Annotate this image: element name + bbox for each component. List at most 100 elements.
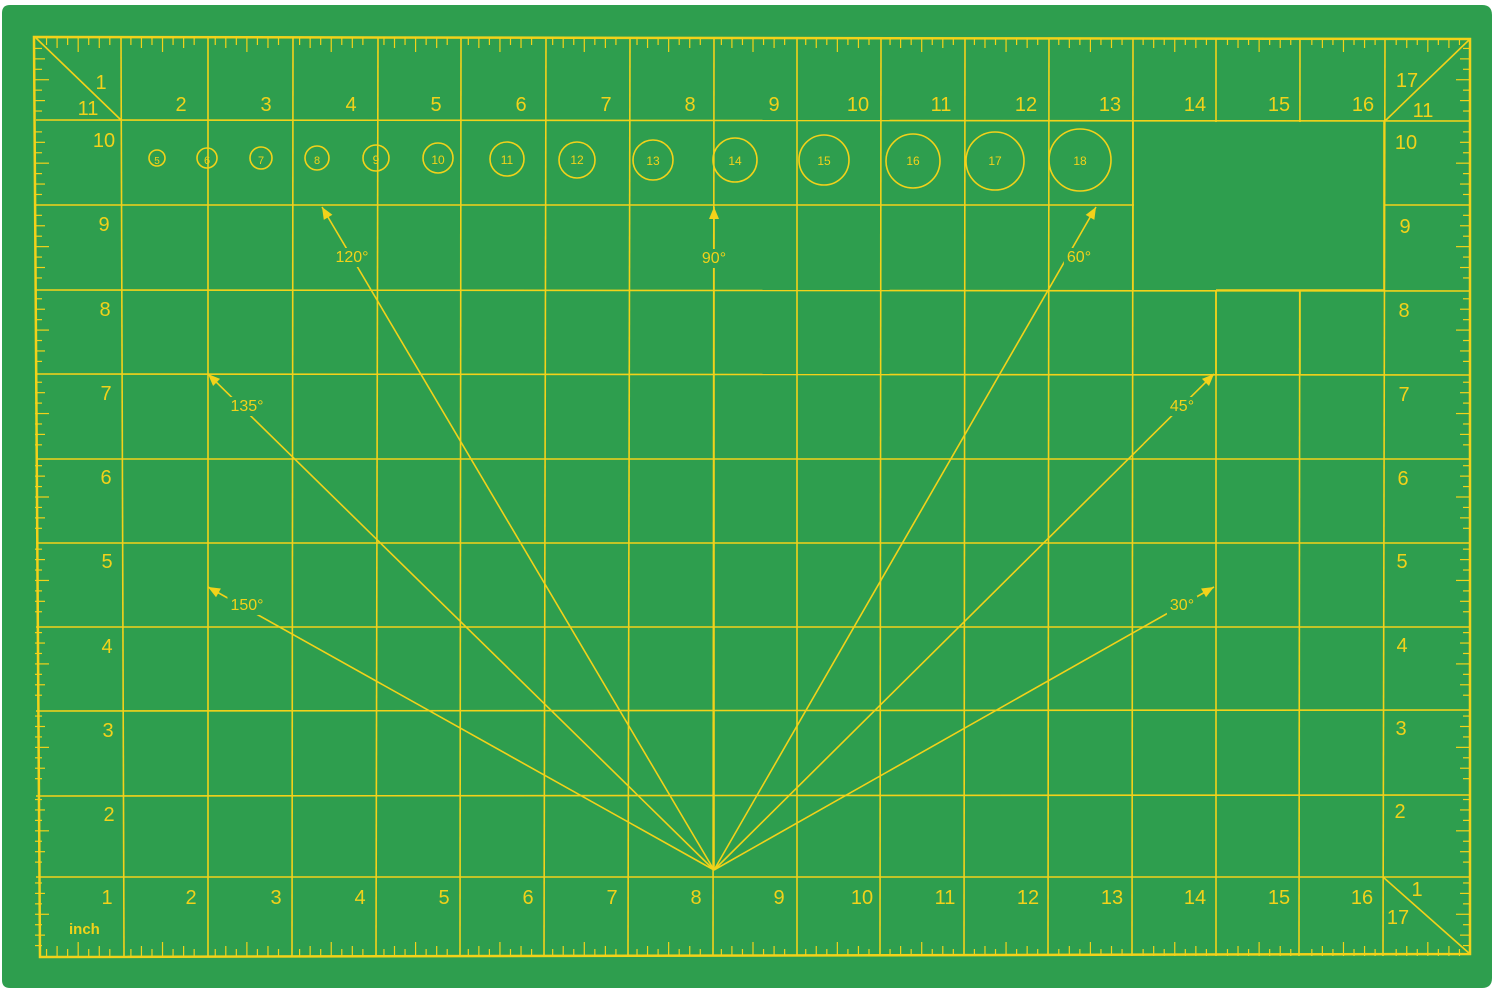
left-number: 5	[101, 551, 112, 573]
grid-lines	[32, 35, 1472, 959]
angle-label-90: 90°	[702, 250, 726, 267]
corner-label-bottom-right-17: 17	[1387, 907, 1409, 929]
circle-template	[362, 144, 390, 172]
ruler-ticks	[35, 38, 1470, 956]
bottom-number: 4	[354, 887, 365, 909]
circle-template	[489, 141, 525, 177]
circle-template	[965, 131, 1025, 191]
right-number: 3	[1395, 718, 1406, 740]
angle-arrowhead	[208, 374, 221, 386]
ruler-labels: 2 3 4 5 6 7 8 9 10 11 12 13 14 15 16 1 2…	[69, 70, 1433, 938]
left-number: 10	[93, 130, 115, 152]
vertical-grid-line	[120, 37, 125, 957]
angle-arrowhead	[208, 587, 221, 598]
mat-surface	[2, 5, 1492, 988]
circle-template	[798, 134, 850, 186]
angle-label-45: 45°	[1170, 398, 1194, 415]
top-number: 8	[684, 94, 695, 116]
corner-diagonal	[35, 37, 122, 121]
circle-template	[148, 149, 166, 167]
right-number: 7	[1398, 384, 1409, 406]
right-number: 5	[1396, 551, 1407, 573]
angle-label-backdrop	[1063, 248, 1095, 267]
circle-template	[304, 145, 330, 171]
top-number: 6	[515, 94, 526, 116]
left-number: 8	[99, 299, 110, 321]
circle-label: 11	[501, 153, 514, 167]
angle-line-120	[321, 206, 715, 871]
bottom-number: 16	[1351, 887, 1373, 909]
vertical-grid-line	[627, 37, 631, 957]
vertical-grid-line	[291, 37, 294, 957]
top-number: 14	[1184, 94, 1206, 116]
circle-label: 17	[988, 154, 1002, 168]
bottom-number: 10	[851, 887, 873, 909]
circle-label: 14	[728, 154, 742, 168]
angle-label-backdrop	[1166, 397, 1198, 416]
angle-arrowhead	[709, 207, 719, 219]
bottom-number: 1	[101, 887, 112, 909]
corner-label-bottom-right-1: 1	[1411, 879, 1422, 901]
circle-template	[632, 139, 674, 181]
bottom-number: 6	[522, 887, 533, 909]
left-number: 2	[103, 804, 114, 826]
left-number: 3	[102, 720, 113, 742]
circle-template	[712, 137, 758, 183]
circle-template	[558, 141, 596, 179]
angle-label-backdrop	[698, 249, 730, 268]
top-number: 15	[1268, 94, 1290, 116]
angle-label-150: 150°	[230, 597, 263, 614]
circle-template	[249, 146, 273, 170]
angle-label-120: 120°	[335, 249, 368, 266]
angle-label-backdrop	[227, 596, 267, 615]
right-number: 2	[1394, 801, 1405, 823]
bottom-number: 13	[1101, 887, 1123, 909]
left-number: 9	[98, 214, 109, 236]
top-number: 5	[430, 94, 441, 116]
top-number: 11	[931, 94, 952, 116]
angle-arrowhead	[322, 207, 333, 220]
circle-label: 10	[431, 153, 445, 167]
angle-arrowhead	[1085, 207, 1096, 220]
angle-label-backdrop	[1166, 596, 1198, 615]
plain-area-right	[1134, 206, 1384, 290]
horizontal-grid-line	[35, 119, 1471, 122]
angle-line-135	[207, 373, 715, 871]
top-number: 13	[1099, 94, 1121, 116]
angle-label-30: 30°	[1170, 597, 1194, 614]
angle-label-60: 60°	[1067, 249, 1091, 266]
corner-diagonal	[1382, 876, 1471, 955]
vertical-grid-line	[543, 37, 547, 957]
angle-arrowhead	[1201, 374, 1214, 387]
vertical-grid-line	[963, 37, 966, 957]
horizontal-grid-line	[35, 289, 1471, 292]
circle-template	[1048, 128, 1112, 192]
circle-templates	[148, 128, 1112, 192]
bottom-number: 9	[773, 887, 784, 909]
right-number: 8	[1398, 300, 1409, 322]
circle-label: 18	[1073, 154, 1087, 168]
circle-template	[422, 142, 454, 174]
horizontal-grid-line	[35, 709, 1471, 712]
corner-label-top-right-17: 17	[1396, 70, 1418, 92]
circle-label: 9	[373, 153, 380, 167]
top-number: 16	[1352, 94, 1374, 116]
circle-label: 7	[258, 155, 264, 167]
angle-label-backdrop	[227, 397, 267, 416]
bottom-number: 8	[690, 887, 701, 909]
left-number: 4	[101, 636, 112, 658]
corner-label-top-left-1: 1	[95, 72, 106, 94]
corner-label-top-left-11: 11	[78, 98, 99, 120]
bottom-number: 12	[1017, 887, 1039, 909]
corner-diagonal	[1384, 38, 1471, 122]
circle-template	[196, 147, 218, 169]
bottom-number: 3	[270, 887, 281, 909]
bottom-number: 2	[185, 887, 196, 909]
circle-label: 8	[314, 155, 320, 167]
bottom-number: 14	[1184, 887, 1206, 909]
corner-label-top-right-11: 11	[1413, 100, 1434, 122]
top-number: 7	[600, 94, 611, 116]
vertical-grid-line	[375, 37, 379, 957]
